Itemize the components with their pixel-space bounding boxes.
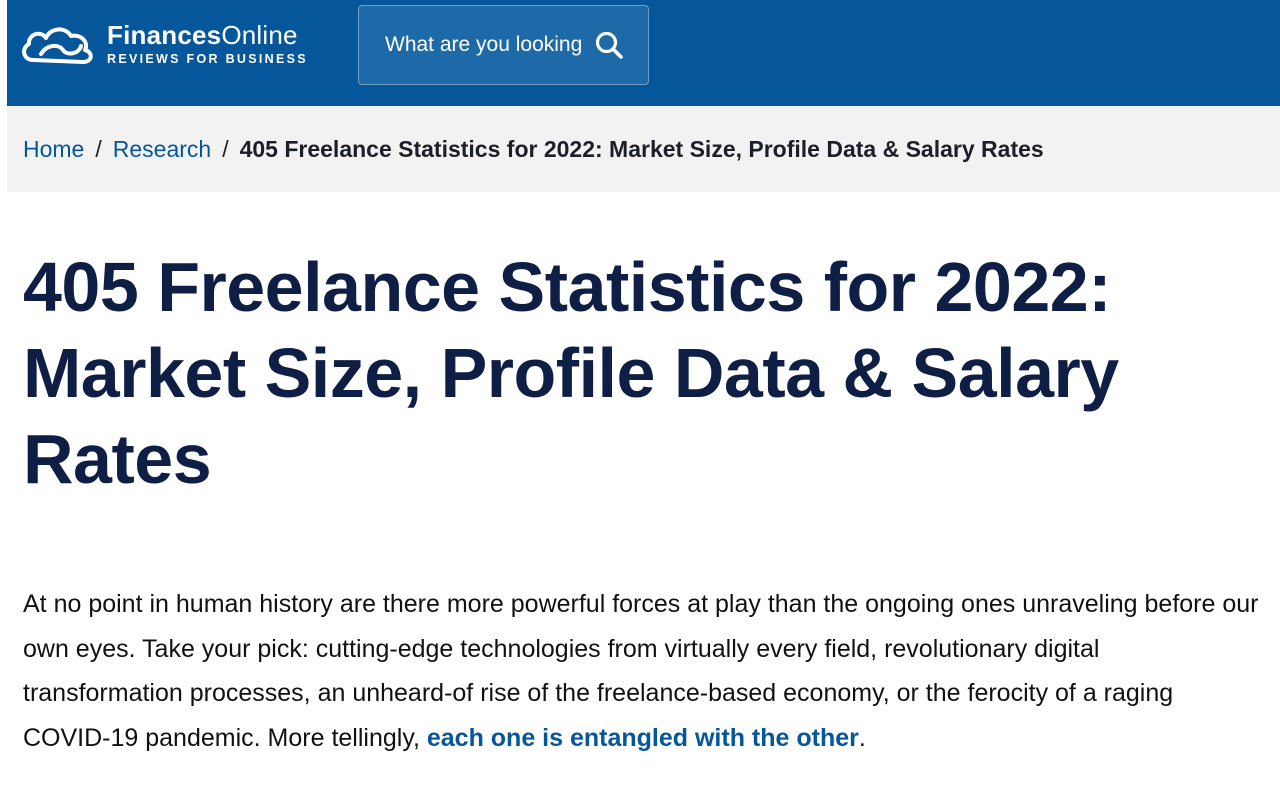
- intro-text: At no point in human history are there m…: [23, 590, 1259, 752]
- logo-subtitle: REVIEWS FOR BUSINESS: [107, 51, 308, 66]
- logo-text: FinancesOnline REVIEWS FOR BUSINESS: [107, 21, 308, 66]
- intro-paragraph: At no point in human history are there m…: [23, 582, 1263, 760]
- logo-title: FinancesOnline: [107, 19, 298, 50]
- breadcrumb-separator: /: [95, 135, 102, 162]
- breadcrumb-home-link[interactable]: Home: [23, 135, 85, 162]
- breadcrumb: Home / Research / 405 Freelance Statisti…: [7, 106, 1280, 192]
- breadcrumb-research-link[interactable]: Research: [112, 135, 212, 162]
- site-header: FinancesOnline REVIEWS FOR BUSINESS What…: [7, 0, 1280, 106]
- search-placeholder: What are you looking: [385, 33, 583, 56]
- page-title: 405 Freelance Statistics for 2022: Marke…: [23, 248, 1119, 498]
- breadcrumb-current: 405 Freelance Statistics for 2022: Marke…: [239, 135, 1044, 162]
- search-icon[interactable]: [594, 30, 624, 60]
- site-logo[interactable]: FinancesOnline REVIEWS FOR BUSINESS: [19, 18, 308, 68]
- intro-end: .: [858, 723, 866, 752]
- breadcrumb-separator: /: [222, 135, 229, 162]
- search-input[interactable]: What are you looking: [358, 5, 649, 85]
- intro-link[interactable]: each one is entangled with the other: [426, 723, 859, 752]
- cloud-logo-icon: [22, 27, 93, 64]
